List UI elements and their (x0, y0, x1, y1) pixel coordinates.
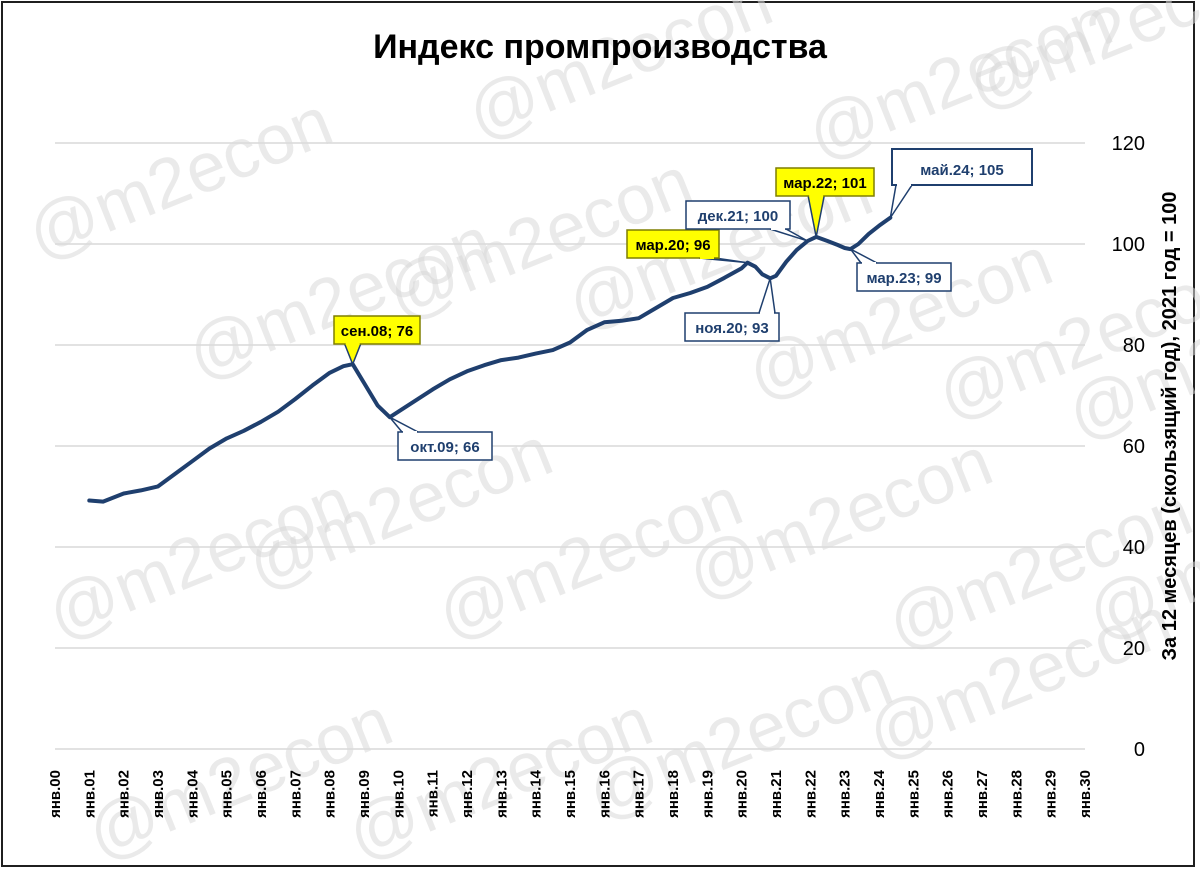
annotation-callout: мар.22; 101 (775, 167, 875, 238)
x-tick-label: янв.15 (562, 770, 579, 818)
x-tick-label: янв.21 (768, 770, 785, 818)
x-tick-label: янв.00 (47, 770, 64, 818)
x-tick-label: янв.16 (596, 770, 613, 818)
x-tick-label: янв.12 (459, 770, 476, 818)
x-tick-label: янв.02 (116, 770, 133, 818)
callout-label: дек.21; 100 (698, 208, 778, 225)
callout-box (397, 431, 493, 461)
y-tick-label: 100 (1112, 234, 1145, 256)
callout-box (891, 148, 1033, 186)
grid (55, 142, 1085, 750)
annotation-callout: дек.21; 100 (685, 200, 808, 242)
x-tick-label: янв.11 (425, 770, 442, 817)
y-tick-label: 40 (1123, 537, 1145, 559)
y-axis-label: За 12 месяцев (скользящий год), 2021 год… (1159, 191, 1181, 660)
x-tick-label: янв.10 (390, 770, 407, 818)
x-tick-label: янв.18 (665, 770, 682, 818)
callout-box (856, 262, 952, 292)
annotation-callout: мар.20; 96 (626, 229, 748, 264)
x-tick-label: янв.24 (871, 769, 888, 818)
x-tick-label: янв.01 (81, 770, 98, 818)
x-tick-label: янв.03 (150, 770, 167, 818)
watermark-text: @m2econ (16, 82, 342, 274)
y-tick-label: 60 (1123, 436, 1145, 458)
callout-box (333, 315, 421, 345)
x-tick-label: янв.19 (699, 770, 716, 818)
y-tick-label: 0 (1134, 739, 1145, 761)
watermark-text: @m2econ (456, 0, 782, 154)
y-tick-label: 20 (1123, 638, 1145, 660)
x-tick-label: янв.30 (1077, 770, 1094, 818)
callout-label: мар.22; 101 (783, 175, 866, 192)
annotation-callout: ноя.20; 93 (684, 278, 780, 342)
callout-box (684, 312, 780, 342)
callout-box (775, 167, 875, 197)
watermark-text: @m2econ (956, 0, 1200, 124)
y-tick-label: 120 (1112, 133, 1145, 155)
callout-pointer (849, 248, 878, 264)
x-tick-label: янв.05 (219, 770, 236, 818)
callout-pointer (389, 416, 419, 433)
watermark-layer: @m2econ@m2econ@m2econ @m2econ@m2econ@m2ec… (16, 0, 1200, 872)
callout-label: ноя.20; 93 (695, 320, 768, 337)
callout-label: окт.09; 66 (410, 439, 479, 456)
callout-pointer (757, 278, 776, 314)
x-tick-label: янв.08 (322, 770, 339, 818)
x-tick-label: янв.13 (493, 770, 510, 818)
x-tick-label: янв.09 (356, 770, 373, 818)
x-tick-label: янв.20 (734, 770, 751, 818)
chart-title: Индекс промпроизводства (373, 28, 828, 66)
x-tick-label: янв.22 (802, 770, 819, 818)
callout-pointer (343, 343, 362, 367)
annotation-callout: сен.08; 76 (333, 315, 421, 367)
x-tick-label: янв.23 (837, 770, 854, 818)
annotations: сен.08; 76 окт.09; 66 мар.20; 96 ноя.20; 93… (333, 148, 1033, 461)
x-tick-label: янв.17 (631, 770, 648, 818)
x-tick-label: янв.27 (974, 770, 991, 818)
x-tick-label: янв.06 (253, 770, 270, 818)
series-line (87, 215, 893, 504)
callout-label: мар.20; 96 (635, 237, 710, 254)
y-axis-ticks: 0 20 40 60 80 100 120 (1112, 133, 1145, 761)
x-tick-label: янв.26 (940, 770, 957, 818)
callout-box (685, 200, 791, 230)
callout-label: май.24; 105 (920, 162, 1004, 179)
callout-box (626, 229, 720, 259)
x-tick-label: янв.29 (1043, 770, 1060, 818)
y-tick-label: 80 (1123, 335, 1145, 357)
annotation-callout: май.24; 105 (889, 148, 1033, 219)
callout-pointer (889, 184, 914, 219)
x-tick-label: янв.28 (1008, 770, 1025, 818)
callout-label: сен.08; 76 (341, 323, 413, 340)
x-axis-ticks: янв.00 янв.01 янв.02 янв.03 янв.04 янв.05 янв.… (47, 769, 1094, 818)
x-tick-label: янв.07 (287, 770, 304, 818)
x-tick-label: янв.04 (184, 769, 201, 818)
callout-label: мар.23; 99 (866, 270, 941, 287)
annotation-callout: мар.23; 99 (849, 248, 952, 292)
annotation-callout: окт.09; 66 (389, 416, 493, 461)
x-tick-label: янв.14 (528, 769, 545, 818)
x-tick-label: янв.25 (905, 770, 922, 818)
